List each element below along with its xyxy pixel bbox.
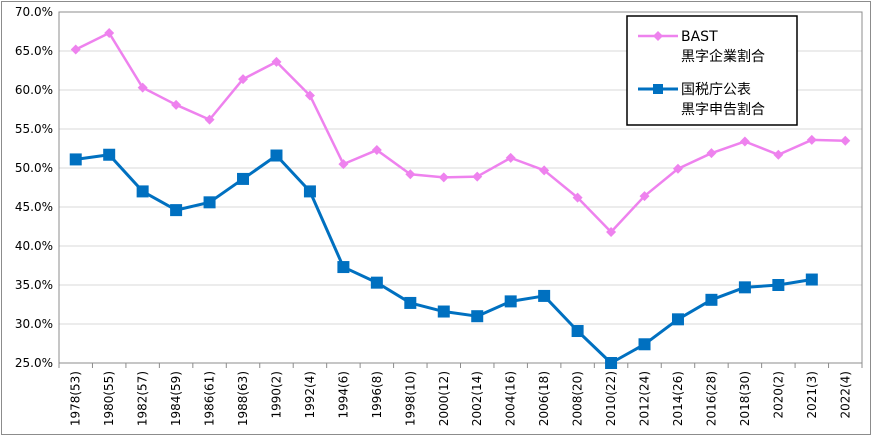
data-point [671, 313, 684, 326]
data-point [338, 159, 349, 170]
legend-label: 国税庁公表 [681, 82, 751, 98]
data-point [204, 114, 215, 125]
y-tick-label: 35.0% [15, 278, 53, 292]
x-tick-label: 1986(61) [203, 371, 217, 426]
x-tick-label: 1982(57) [136, 371, 150, 426]
y-tick-label: 25.0% [15, 356, 53, 370]
data-point [337, 261, 350, 274]
data-point [404, 296, 417, 309]
y-tick-label: 55.0% [15, 122, 53, 136]
data-point [271, 56, 282, 67]
data-point [471, 310, 484, 323]
data-point [638, 338, 651, 351]
data-point [170, 204, 183, 217]
data-point [303, 185, 316, 198]
legend-marker [653, 31, 663, 41]
data-point [538, 289, 551, 302]
legend-entry-bast: BAST 黒字企業割合 [638, 29, 765, 65]
x-tick-label: 2021(3) [805, 371, 819, 419]
legend-label: BAST [681, 29, 718, 45]
data-point [69, 153, 82, 166]
series-layer [69, 28, 851, 369]
series-bast [70, 28, 851, 237]
x-tick-label: 2014(26) [671, 371, 685, 426]
data-point [738, 281, 751, 294]
y-tick-label: 40.0% [15, 239, 53, 253]
x-tick-label: 1992(4) [303, 371, 317, 419]
data-point [772, 279, 785, 291]
data-point [304, 90, 315, 101]
y-tick-label: 30.0% [15, 317, 53, 331]
data-point [639, 191, 650, 202]
x-tick-label: 2008(20) [571, 371, 585, 426]
y-tick-label: 70.0% [15, 5, 53, 19]
legend-marker [653, 84, 663, 94]
y-tick-label: 50.0% [15, 161, 53, 175]
data-point [539, 165, 550, 176]
data-point [70, 44, 81, 55]
x-tick-label: 2004(16) [504, 371, 518, 426]
x-tick-label: 2020(2) [771, 371, 785, 419]
x-tick-label: 2006(18) [537, 371, 551, 426]
legend-label: 黒字申告割合 [681, 101, 765, 118]
data-point [203, 196, 216, 209]
x-tick-label: 1994(6) [336, 371, 350, 419]
data-point [237, 172, 250, 185]
x-tick-label: 2016(28) [704, 371, 718, 426]
x-tick-label: 1988(63) [236, 371, 250, 426]
data-point [706, 148, 717, 159]
data-point [572, 192, 583, 203]
data-point [739, 136, 750, 147]
data-point [705, 293, 718, 306]
data-point [270, 149, 283, 162]
data-point [773, 149, 784, 160]
x-tick-label: 1990(2) [269, 371, 283, 419]
data-point [370, 276, 383, 289]
data-point [238, 74, 249, 85]
x-tick-label: 1980(55) [102, 371, 116, 426]
data-point [438, 172, 449, 183]
x-tick-label: 2022(4) [838, 371, 852, 419]
series-nta [69, 148, 818, 369]
data-point [405, 169, 416, 180]
x-tick-label: 1984(59) [169, 371, 183, 426]
data-point [606, 226, 617, 237]
x-tick-label: 2002(14) [470, 371, 484, 426]
legend-label: 黒字企業割合 [681, 48, 765, 65]
series-line-bast [75, 31, 846, 234]
data-point [171, 99, 182, 110]
data-point [371, 145, 382, 156]
data-point [672, 163, 683, 174]
data-point [437, 305, 450, 318]
axes: 25.0% 30.0% 35.0% 40.0% 45.0% 50.0% 55.0% 60.0%… [15, 5, 863, 426]
x-tick-label: 2010(22) [604, 371, 618, 426]
data-point [840, 135, 851, 146]
x-tick-label: 1978(53) [69, 371, 83, 426]
x-tick-label: 2018(30) [738, 371, 752, 426]
data-point [103, 148, 116, 161]
data-point [805, 273, 818, 286]
data-point [605, 357, 618, 369]
data-point [104, 28, 115, 39]
data-point [505, 152, 516, 163]
data-point [137, 82, 148, 93]
data-point [504, 295, 517, 308]
x-tick-label: 2000(12) [437, 371, 451, 426]
y-tick-label: 60.0% [15, 83, 53, 97]
data-point [571, 325, 584, 338]
data-point [136, 185, 149, 198]
series-line-nta [75, 153, 813, 365]
y-tick-label: 45.0% [15, 200, 53, 214]
data-point [806, 134, 817, 145]
x-tick-label: 2012(24) [638, 371, 652, 426]
x-tick-label: 1996(8) [370, 371, 384, 419]
data-point [472, 171, 483, 182]
y-tick-label: 65.0% [15, 44, 53, 58]
x-tick-label: 1998(10) [403, 371, 417, 426]
